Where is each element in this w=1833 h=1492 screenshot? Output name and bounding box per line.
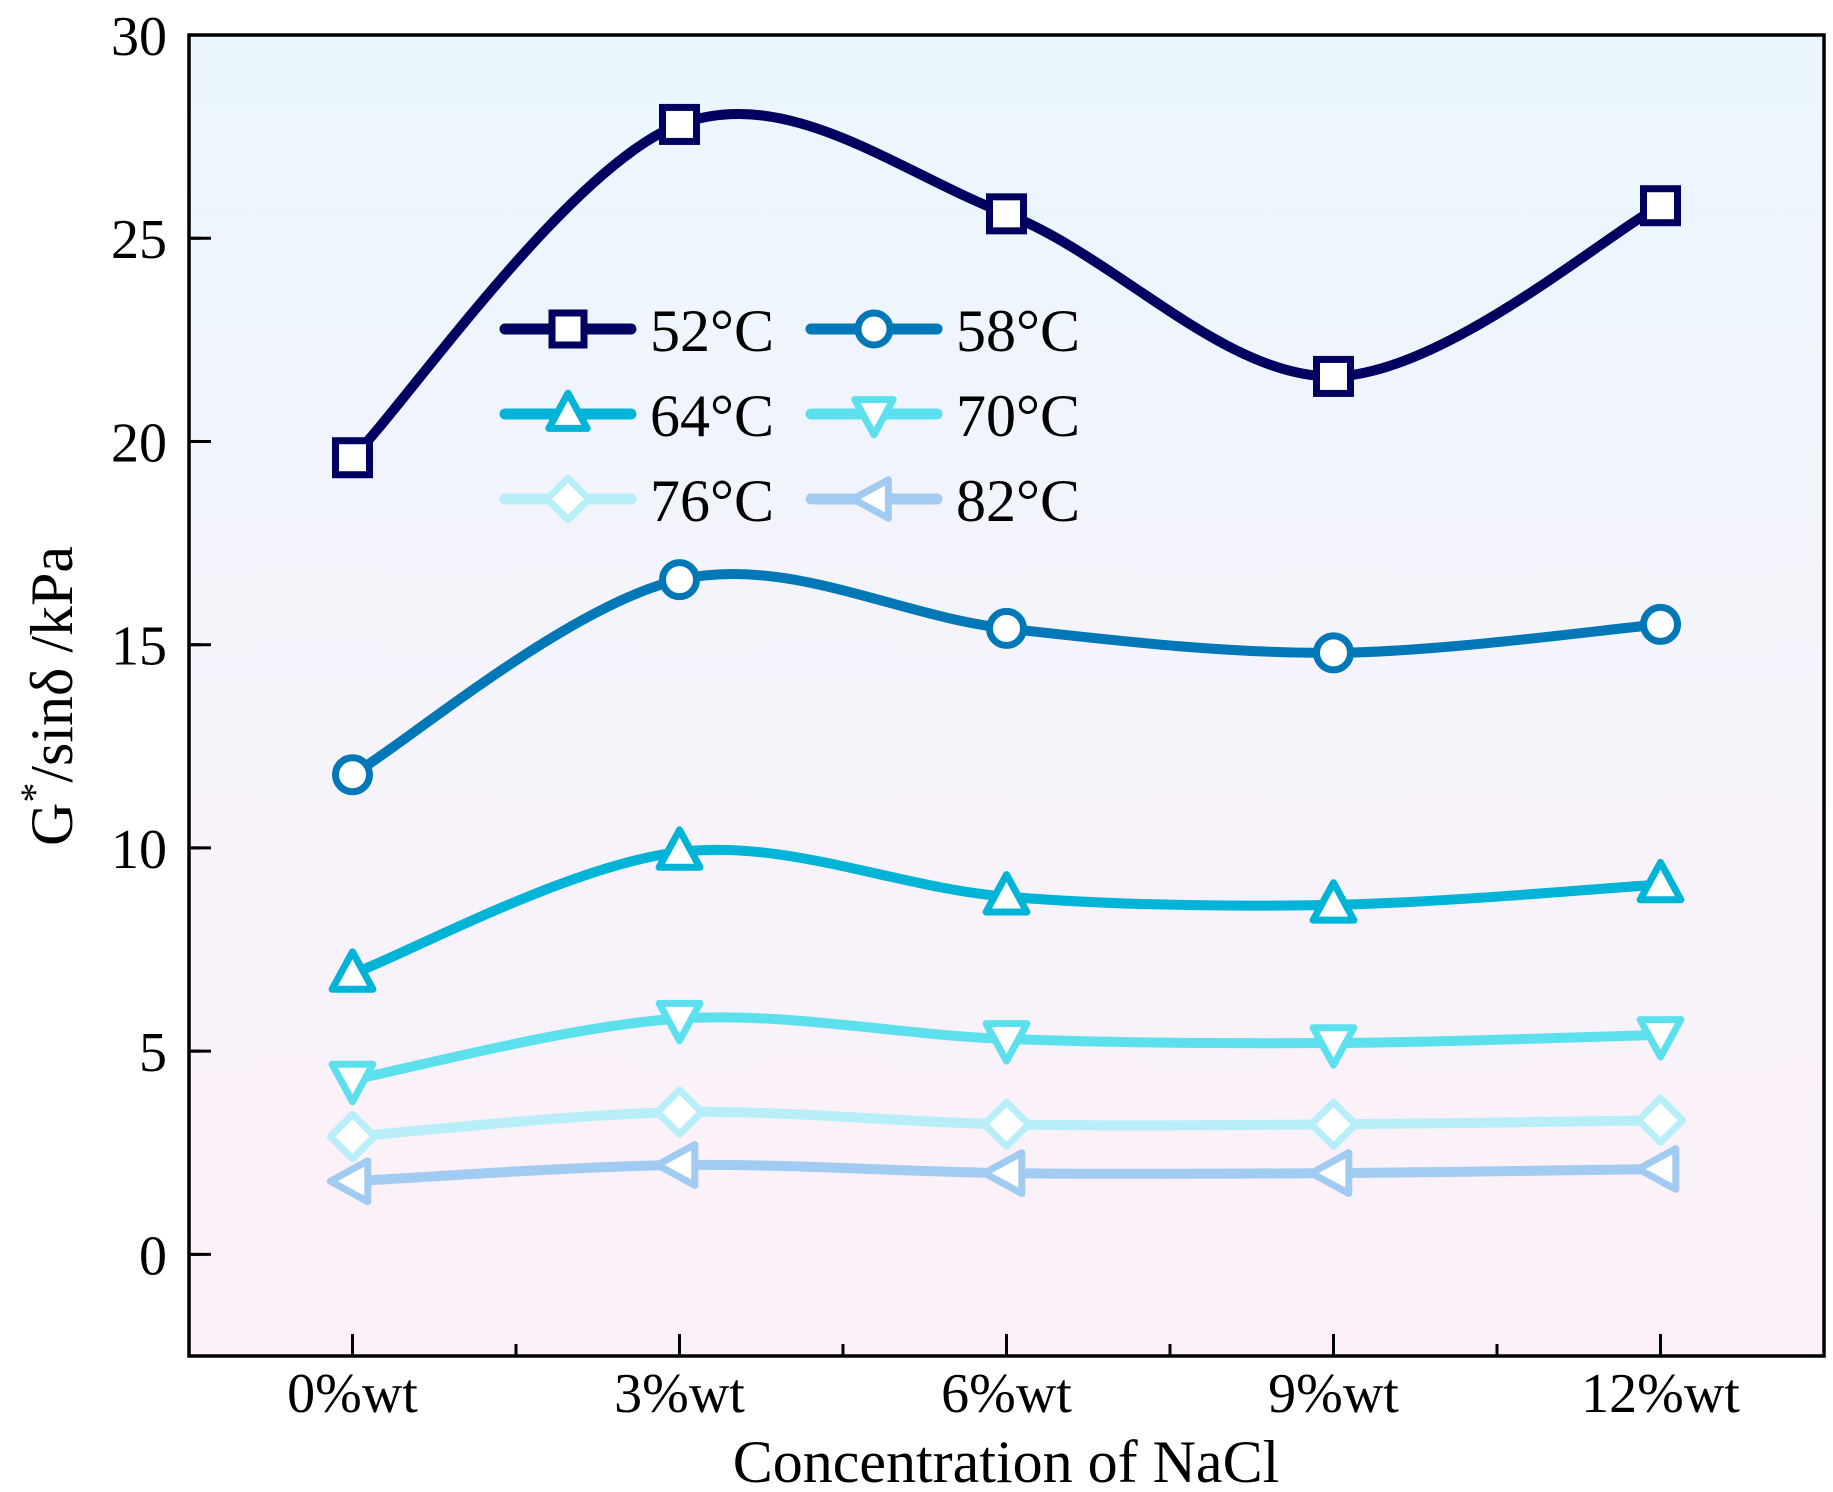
legend-label: 64°C bbox=[650, 383, 774, 449]
legend-label: 70°C bbox=[956, 383, 1080, 449]
marker-circle bbox=[332, 754, 373, 796]
marker-triangle-left bbox=[1634, 1145, 1680, 1193]
marker-diamond bbox=[543, 474, 593, 524]
x-axis-label: Concentration of NaCl bbox=[733, 1429, 1280, 1492]
marker-triangle-up bbox=[655, 826, 704, 871]
plot-frame bbox=[187, 33, 1826, 1358]
legend-label: 76°C bbox=[650, 468, 774, 534]
marker-square bbox=[1640, 185, 1681, 227]
marker-square bbox=[659, 103, 700, 145]
marker-triangle-up bbox=[545, 389, 591, 432]
marker-triangle-up bbox=[1636, 858, 1685, 904]
marker-diamond bbox=[653, 1086, 706, 1138]
y-tick-label: 10 bbox=[111, 819, 167, 881]
marker-triangle-down bbox=[1636, 1016, 1685, 1061]
marker-diamond bbox=[980, 1098, 1033, 1150]
marker-circle bbox=[1313, 632, 1354, 674]
x-tick-label: 12%wt bbox=[1581, 1363, 1740, 1425]
marker-triangle-down bbox=[851, 396, 897, 439]
x-tick-label: 0%wt bbox=[287, 1363, 418, 1425]
y-tick-label: 20 bbox=[111, 412, 167, 474]
marker-triangle-up bbox=[982, 871, 1031, 916]
marker-triangle-up bbox=[1309, 879, 1358, 924]
marker-triangle-down bbox=[1309, 1024, 1358, 1069]
marker-triangle-down bbox=[328, 1060, 377, 1106]
marker-circle bbox=[986, 607, 1027, 649]
y-tick-label: 30 bbox=[111, 6, 167, 68]
marker-triangle-up bbox=[328, 948, 377, 993]
x-tick-label: 9%wt bbox=[1268, 1363, 1399, 1425]
marker-triangle-left bbox=[653, 1141, 699, 1189]
y-axis-label: G*/sinδ /kPa bbox=[12, 546, 85, 846]
y-tick-label: 5 bbox=[139, 1022, 167, 1084]
marker-diamond bbox=[1634, 1094, 1687, 1146]
marker-triangle-left bbox=[326, 1157, 372, 1206]
x-tick-label: 3%wt bbox=[614, 1363, 745, 1425]
y-tick-label: 15 bbox=[111, 616, 167, 678]
legend-label: 52°C bbox=[650, 298, 774, 364]
marker-triangle-left bbox=[849, 476, 892, 522]
x-tick-label: 6%wt bbox=[941, 1363, 1072, 1425]
marker-square bbox=[548, 309, 588, 349]
legend-label: 58°C bbox=[956, 298, 1080, 364]
marker-square bbox=[986, 193, 1027, 235]
marker-diamond bbox=[326, 1110, 379, 1163]
marker-triangle-left bbox=[980, 1149, 1026, 1197]
marker-circle bbox=[1640, 603, 1681, 645]
marker-triangle-down bbox=[655, 999, 704, 1045]
legend-label: 82°C bbox=[956, 468, 1080, 534]
marker-diamond bbox=[1307, 1098, 1360, 1150]
y-tick-label: 0 bbox=[139, 1225, 167, 1287]
marker-triangle-down bbox=[982, 1020, 1031, 1065]
marker-circle bbox=[659, 559, 700, 601]
marker-square bbox=[332, 437, 373, 479]
marker-square bbox=[1313, 355, 1354, 397]
marker-circle bbox=[854, 309, 894, 349]
y-tick-label: 25 bbox=[111, 209, 167, 271]
marker-triangle-left bbox=[1307, 1149, 1353, 1197]
